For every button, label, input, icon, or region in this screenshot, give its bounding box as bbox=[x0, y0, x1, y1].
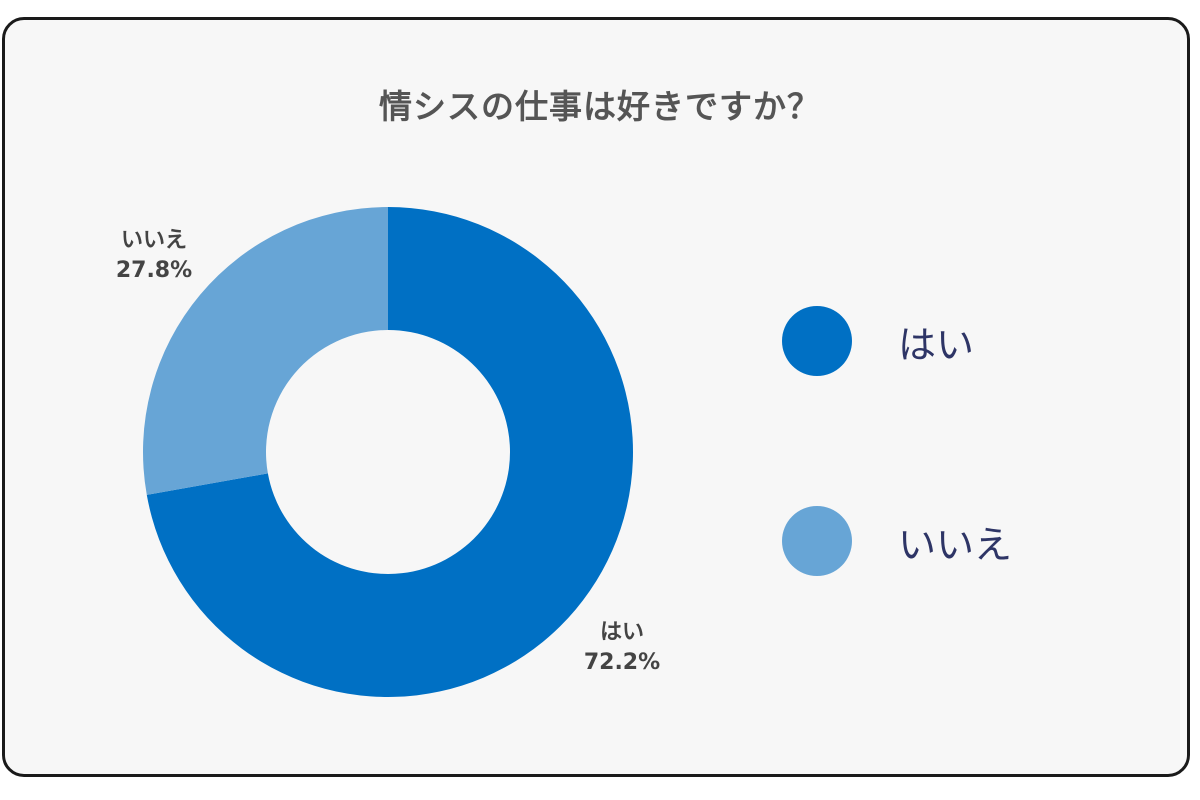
slice-label-iie-name: いいえ bbox=[120, 228, 187, 253]
slice-label-iie: いいえ 27.8% bbox=[104, 226, 204, 286]
slice-label-iie-value: 27.8% bbox=[115, 258, 193, 283]
legend-label-iie: いいえ bbox=[898, 522, 1013, 567]
slice-label-hai: はい 72.2% bbox=[572, 618, 672, 678]
legend-swatch-iie bbox=[782, 506, 852, 576]
legend-label-hai: はい bbox=[898, 322, 975, 367]
slice-hai bbox=[146, 207, 633, 697]
slice-label-hai-value: 72.2% bbox=[583, 650, 661, 675]
legend-swatch-hai bbox=[782, 306, 852, 376]
slice-iie bbox=[143, 207, 388, 495]
slice-label-hai-name: はい bbox=[599, 620, 644, 645]
legend-item-iie: いいえ bbox=[782, 506, 1012, 576]
chart-title: 情シスの仕事は好きですか？ bbox=[379, 87, 821, 126]
legend-item-hai: はい bbox=[782, 306, 974, 376]
